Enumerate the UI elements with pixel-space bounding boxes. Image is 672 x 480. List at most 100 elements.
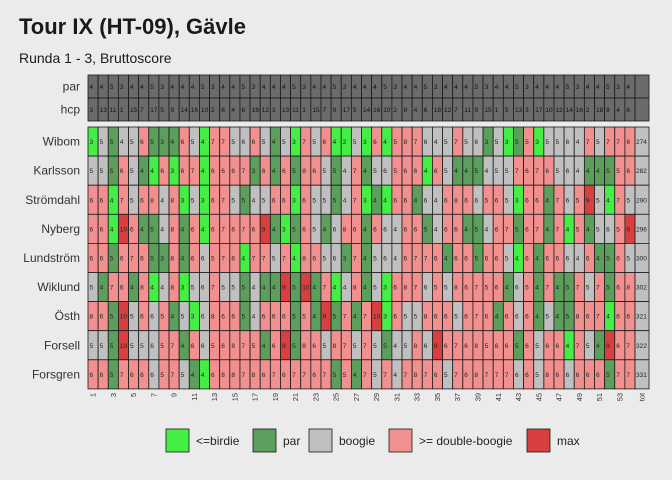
- score-value: 3: [191, 314, 195, 321]
- x-tick-label: 25: [332, 393, 341, 401]
- score-value: 5: [110, 168, 114, 175]
- legend-swatch: [308, 428, 333, 453]
- header-cell-value: 3: [90, 107, 94, 114]
- score-value: 7: [616, 139, 620, 146]
- score-value: 6: [272, 343, 276, 350]
- score-value: 5: [333, 314, 337, 321]
- header-cell-value: 2: [586, 107, 590, 114]
- score-value: 5: [606, 168, 610, 175]
- header-cell-value: 13: [515, 107, 523, 114]
- score-value: 9: [626, 226, 630, 233]
- score-value: 7: [495, 372, 499, 379]
- score-value: 5: [343, 372, 347, 379]
- score-value: 4: [596, 343, 600, 350]
- score-value: 6: [515, 314, 519, 321]
- score-value: 6: [221, 343, 225, 350]
- legend-label: <=birdie: [196, 434, 240, 448]
- score-value: 6: [454, 226, 458, 233]
- score-value: 6: [211, 197, 215, 204]
- score-value: 5: [252, 343, 256, 350]
- x-tick-label: 41: [494, 393, 503, 401]
- score-value: 5: [474, 226, 478, 233]
- header-cell-value: 4: [272, 84, 276, 91]
- score-value: 7: [474, 285, 478, 292]
- header-cell-value: 4: [130, 84, 134, 91]
- chart-title: Tour IX (HT-09), Gävle: [19, 14, 246, 39]
- header-cell-value: 1: [302, 107, 306, 114]
- score-value: 5: [312, 226, 316, 233]
- score-value: 6: [474, 197, 478, 204]
- score-value: 6: [383, 226, 387, 233]
- header-cell-value: 18: [596, 107, 604, 114]
- score-value: 6: [525, 226, 529, 233]
- header-cell-value: 5: [383, 84, 387, 91]
- score-value: 3: [181, 285, 185, 292]
- score-value: 4: [485, 226, 489, 233]
- score-value: 4: [576, 168, 580, 175]
- score-value: 9: [322, 314, 326, 321]
- score-value: 6: [120, 255, 124, 262]
- header-cell-value: 4: [231, 107, 235, 114]
- score-value: 3: [90, 139, 94, 146]
- score-value: 8: [171, 197, 175, 204]
- score-value: 4: [333, 139, 337, 146]
- x-tick-label: 27: [352, 393, 361, 401]
- score-value: 5: [606, 285, 610, 292]
- score-value: 5: [404, 314, 408, 321]
- score-value: 4: [171, 139, 175, 146]
- score-value: 7: [241, 168, 245, 175]
- score-value: 8: [231, 372, 235, 379]
- score-value: 8: [171, 255, 175, 262]
- score-value: 5: [373, 285, 377, 292]
- score-value: 6: [434, 255, 438, 262]
- score-value: 7: [302, 139, 306, 146]
- header-cell-value: 4: [464, 84, 468, 91]
- header-cell-value: 11: [292, 107, 299, 114]
- score-value: 4: [606, 314, 610, 321]
- header-cell-value: 4: [181, 84, 185, 91]
- score-value: 7: [616, 372, 620, 379]
- score-value: 6: [545, 343, 549, 350]
- score-value: 5: [485, 197, 489, 204]
- header-cell-value: 7: [454, 107, 458, 114]
- score-value: 4: [454, 168, 458, 175]
- score-value: 7: [555, 226, 559, 233]
- score-value: 6: [525, 197, 529, 204]
- score-value: 6: [424, 343, 428, 350]
- score-value: 8: [454, 285, 458, 292]
- score-value: 5: [373, 255, 377, 262]
- score-value: 5: [150, 139, 154, 146]
- score-value: 6: [444, 343, 448, 350]
- score-value: 6: [596, 372, 600, 379]
- score-value: 8: [545, 372, 549, 379]
- score-value: 4: [140, 168, 144, 175]
- score-value: 6: [545, 168, 549, 175]
- header-cell-value: 5: [110, 84, 114, 91]
- score-value: 6: [464, 255, 468, 262]
- score-value: 4: [596, 255, 600, 262]
- score-value: 8: [302, 255, 306, 262]
- score-value: 3: [201, 197, 205, 204]
- score-value: 6: [525, 255, 529, 262]
- score-value: 6: [383, 255, 387, 262]
- score-value: 4: [393, 372, 397, 379]
- score-value: 7: [221, 139, 225, 146]
- score-value: 6: [464, 372, 468, 379]
- score-value: 3: [292, 197, 296, 204]
- score-value: 6: [424, 139, 428, 146]
- header-cell-value: 12: [555, 107, 563, 114]
- score-value: 4: [130, 285, 134, 292]
- score-value: 4: [353, 314, 357, 321]
- score-value: 4: [373, 197, 377, 204]
- score-value: 5: [110, 314, 114, 321]
- score-value: 7: [120, 197, 124, 204]
- x-tick-label: 53: [615, 393, 624, 401]
- score-value: 5: [160, 372, 164, 379]
- score-value: 7: [343, 343, 347, 350]
- score-value: 7: [363, 343, 367, 350]
- score-value: 7: [626, 343, 630, 350]
- x-tick-label: 29: [372, 393, 381, 401]
- score-value: 5: [515, 139, 519, 146]
- score-value: 6: [120, 285, 124, 292]
- score-value: 4: [434, 139, 438, 146]
